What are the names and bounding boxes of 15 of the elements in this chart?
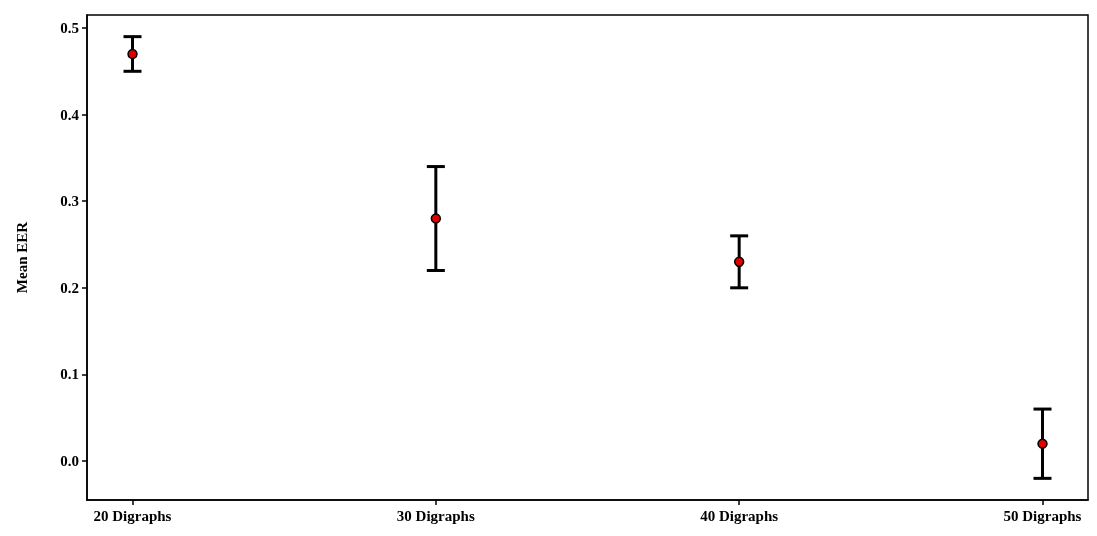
point [1037,438,1048,449]
y-tick-label: 0.4 [60,106,80,123]
point [430,213,442,224]
point [733,256,745,268]
x-tick-label: 40 Digraphs [700,507,779,524]
x-tick-label: 20 Digraphs [93,507,172,524]
y-tick-label: 0.5 [60,19,79,36]
y-axis-title: Mean EER [13,221,30,294]
x-tick-label: 30 Digraphs [396,507,475,524]
x-tick-label: 50 Digraphs [1003,507,1082,524]
y-tick-label: 0.0 [60,453,79,470]
y-tick-label: 0.2 [60,279,79,296]
y-tick-label: 0.3 [60,193,79,210]
point [127,48,138,60]
y-tick-label: 0.1 [60,366,79,383]
